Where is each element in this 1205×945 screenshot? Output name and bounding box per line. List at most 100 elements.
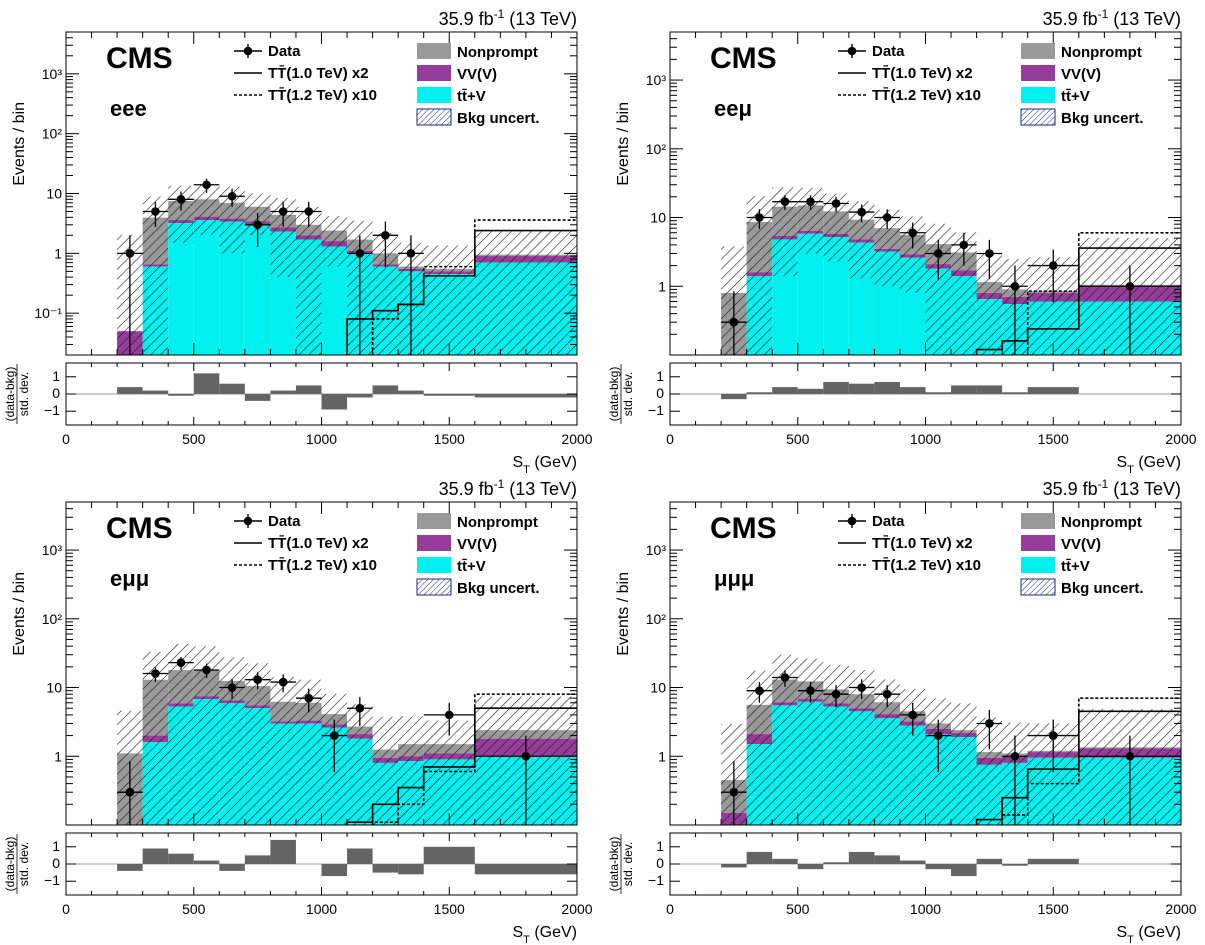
legend: Data TT̄(1.0 TeV) x2 TT̄(1.2 TeV) x10 Nonpr… [234,513,540,597]
plot-area [721,187,1181,355]
ratio-bar [244,855,271,864]
ratio-bar [797,864,824,870]
data-point [372,221,399,268]
cms-label: CMS [710,42,777,75]
ratio-tick-label: −1 [648,872,664,888]
x-tick-label: 0 [62,901,70,917]
ratio-panel: −101 (data-bkg) std. dev. [3,832,578,896]
data-point [219,679,245,699]
x-tick-label: 1000 [910,901,941,917]
legend-vv: VV(V) [417,535,497,553]
ratio-bar [899,387,926,394]
ratio-bar [168,853,194,864]
signal-1p2tev-line [1001,697,1181,825]
legend-label: VV(V) [1061,536,1101,553]
data-point [925,719,952,773]
ratio-bar [874,855,900,864]
uncertainty-band [270,677,296,825]
x-tick-label: 500 [786,901,810,917]
uncertainty-band [168,644,194,825]
ratio-bar [951,385,977,394]
legend-label: Nonprompt [1061,514,1142,531]
data-point [874,209,900,229]
ratio-panel: −101 (data-bkg) std. dev. [607,832,1182,896]
legend-vv: VV(V) [417,65,497,83]
ratio-label-den: std. dev. [17,372,31,416]
ratio-bar [746,851,773,864]
data-point [398,235,424,355]
plot-area [117,178,577,355]
uncertainty-band [398,716,424,825]
x-tick-label: 500 [182,431,206,447]
data-point [848,679,875,699]
plot-area [117,644,577,825]
legend-label: tt̄+V [457,558,486,575]
signal-1p2tev-line [371,693,577,825]
x-tick-label: 1000 [306,901,337,917]
ratio-bar [925,864,952,870]
data-point [721,761,747,825]
legend-label: Data [872,513,905,530]
ratio-bar [193,373,220,394]
legend-sig1: TT̄(1.0 TeV) x2 [838,64,973,82]
legend-label: Nonprompt [1061,44,1142,61]
y-tick-label: 10² [42,126,63,142]
x-tick-label: 1000 [306,431,337,447]
data-point [295,201,322,227]
ratio-y-label: (data-bkg) std. dev. [607,364,635,424]
data-point [117,235,143,355]
data-point [270,674,296,693]
ratio-tick-label: 0 [656,385,664,401]
data-point [1002,735,1028,825]
legend-label: TT̄(1.2 TeV) x10 [872,556,981,574]
data-point [925,239,952,280]
ratio-bar [976,858,1003,864]
legend-vv: VV(V) [1021,535,1101,553]
ratio-bar [976,385,1003,394]
ratio-bar [117,387,143,394]
ratio-y-label: (data-bkg) std. dev. [607,834,635,894]
y-tick-label: 10² [646,611,667,627]
x-tick-label: 0 [666,431,674,447]
y-tick-label: 10 [650,210,666,226]
x-tick-label: 1500 [1038,901,1069,917]
ratio-bar [423,846,475,864]
legend-sig1: TT̄(1.0 TeV) x2 [234,534,369,552]
x-tick-label: 500 [182,901,206,917]
data-point [295,688,322,713]
x-axis-label: ST (GeV) [512,454,577,476]
data-point [797,195,824,210]
y-tick-label: 1 [54,245,62,261]
ratio-label-num: (data-bkg) [3,367,17,422]
legend-label: Bkg uncert. [457,580,540,597]
legend-label: VV(V) [1061,66,1101,83]
ratio-bar [193,860,220,864]
signal-1p2tev-line [371,219,577,355]
data-point [1078,265,1181,355]
ratio-bar [372,385,399,394]
ratio-bar [772,387,798,394]
ratio-bar [823,381,849,394]
legend-data: Data [234,43,301,60]
uncertainty-band [423,720,475,825]
data-point [848,204,875,223]
ratio-label-num: (data-bkg) [3,837,17,892]
legend-label: VV(V) [457,536,497,553]
uncertainty-band [321,216,348,267]
data-point [976,709,1003,750]
legend-label: TT̄(1.2 TeV) x10 [268,86,377,104]
ratio-y-label: (data-bkg) std. dev. [3,364,31,424]
ratio-bar [117,864,143,871]
y-tick-label: 10 [46,186,62,202]
legend-label: tt̄+V [457,88,486,105]
ratio-bar [951,864,977,877]
ttv-bar [193,220,220,355]
lumi-label: 35.9 fb-1 (13 TeV) [1043,477,1181,499]
legend-label: TT̄(1.0 TeV) x2 [872,64,973,82]
legend-nonprompt: Nonprompt [1021,513,1142,531]
legend-label: TT̄(1.2 TeV) x10 [268,556,377,574]
ratio-tick-label: 1 [52,838,60,854]
legend-sig2: TT̄(1.2 TeV) x10 [234,86,377,104]
